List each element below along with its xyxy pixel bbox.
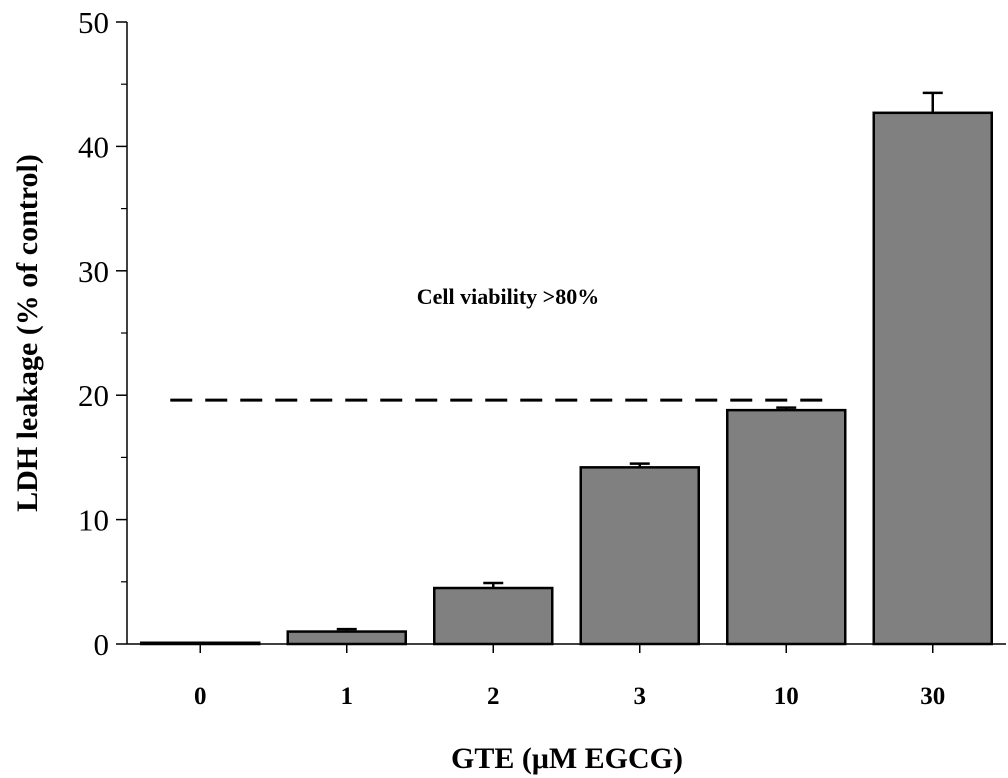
y-tick-label: 40 bbox=[78, 129, 109, 164]
x-tick-label: 1 bbox=[341, 683, 354, 710]
x-tick-label: 3 bbox=[634, 683, 647, 710]
bar-1 bbox=[286, 630, 407, 646]
error-bars bbox=[336, 91, 943, 632]
bars bbox=[140, 111, 993, 646]
x-tick-label: 10 bbox=[774, 683, 799, 710]
y-tick-label: 50 bbox=[78, 5, 109, 40]
annotation-cell-viability: Cell viability >80% bbox=[417, 284, 599, 309]
x-axis-title: GTE (μM EGCG) bbox=[451, 742, 683, 775]
y-axis-title: LDH leakage (% of control) bbox=[11, 154, 44, 512]
x-tick-label: 2 bbox=[487, 683, 500, 710]
y-tick-label: 10 bbox=[78, 503, 109, 538]
y-tick-label: 0 bbox=[94, 627, 110, 662]
y-axis-ticks: 0 10 20 30 40 50 bbox=[78, 5, 127, 662]
bar-10 bbox=[726, 408, 847, 646]
bar-2 bbox=[433, 586, 554, 646]
bar-3 bbox=[579, 466, 700, 646]
x-axis-ticks: 0 1 2 3 10 30 bbox=[194, 644, 945, 710]
bar-30 bbox=[872, 111, 993, 646]
x-tick-label: 0 bbox=[194, 683, 207, 710]
y-tick-label: 20 bbox=[78, 378, 109, 413]
x-tick-label: 30 bbox=[920, 683, 945, 710]
y-tick-label: 30 bbox=[78, 254, 109, 289]
